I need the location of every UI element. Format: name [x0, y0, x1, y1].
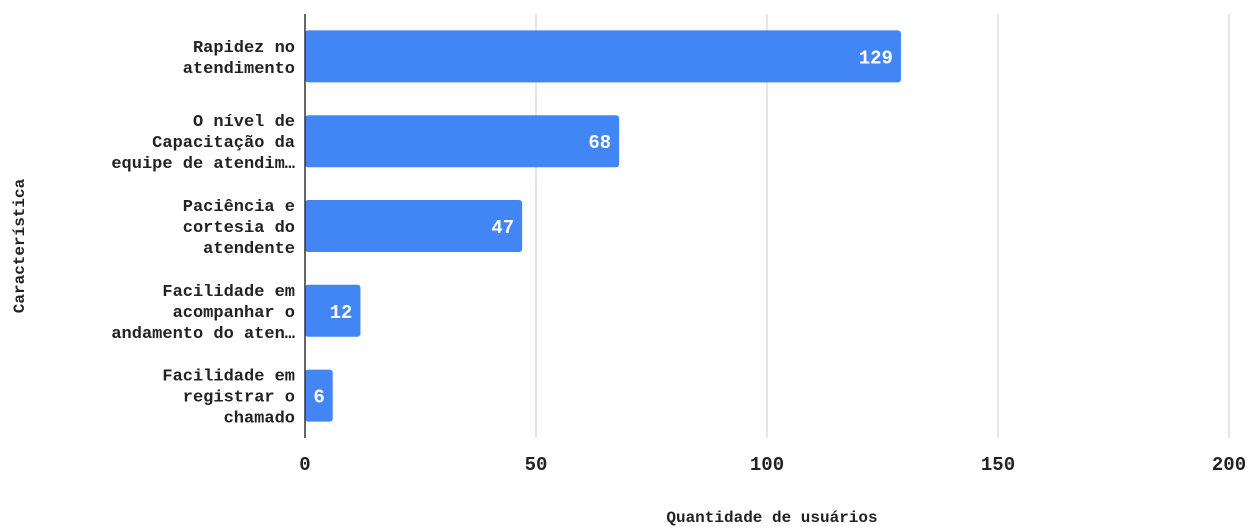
category-label: O nível de Capacitação da equipe de atendi…: [111, 113, 295, 174]
bar: [305, 369, 333, 422]
category-label-line: Paciência e: [183, 198, 295, 217]
x-axis-title: Quantidade de usuários: [666, 509, 877, 527]
data-label: 129: [859, 47, 893, 69]
bars: 129 68 47 12 6: [305, 30, 901, 422]
x-tick-label: 0: [299, 454, 310, 476]
category-label-line: atendimento: [183, 60, 295, 79]
category-label-line: Rapidez no: [193, 39, 295, 58]
data-label: 68: [588, 132, 611, 154]
x-tick-label: 200: [1212, 454, 1246, 476]
bar: [305, 115, 620, 168]
category-label: Facilidade em acompanhar o andamento do at…: [111, 283, 295, 344]
data-label: 12: [330, 302, 353, 324]
category-label: Rapidez no atendimento: [183, 39, 295, 79]
category-label-line: O nível de: [193, 113, 295, 132]
category-label-line: Capacitação da: [152, 134, 295, 153]
category-label-line: Facilidade em: [162, 368, 295, 387]
bar: [305, 30, 901, 83]
category-label: Facilidade em registrar o chamado: [162, 368, 295, 429]
category-label-line: Facilidade em: [162, 283, 295, 302]
category-label-line: registrar o: [183, 389, 295, 408]
category-label-line: cortesia do: [183, 219, 295, 238]
category-label: Paciência e cortesia do atendente: [183, 198, 295, 259]
category-label-line: equipe de atendim…: [111, 155, 295, 174]
x-tick-label: 50: [525, 454, 548, 476]
gridlines: [535, 14, 1230, 438]
category-label-line: acompanhar o: [173, 304, 295, 323]
data-label: 6: [313, 387, 324, 409]
data-label: 47: [491, 217, 514, 239]
bar: [305, 284, 361, 337]
x-tick-labels: 0 50 100 150 200: [299, 454, 1246, 476]
x-tick-label: 150: [981, 454, 1015, 476]
y-axis-title: Característica: [11, 178, 29, 313]
category-labels: Rapidez no atendimento O nível de Capacitaç…: [111, 39, 295, 429]
category-label-line: andamento do aten…: [111, 325, 295, 344]
category-label-line: atendente: [203, 240, 295, 259]
category-label-line: chamado: [224, 410, 295, 429]
bar: [305, 200, 523, 252]
x-tick-label: 100: [750, 454, 784, 476]
